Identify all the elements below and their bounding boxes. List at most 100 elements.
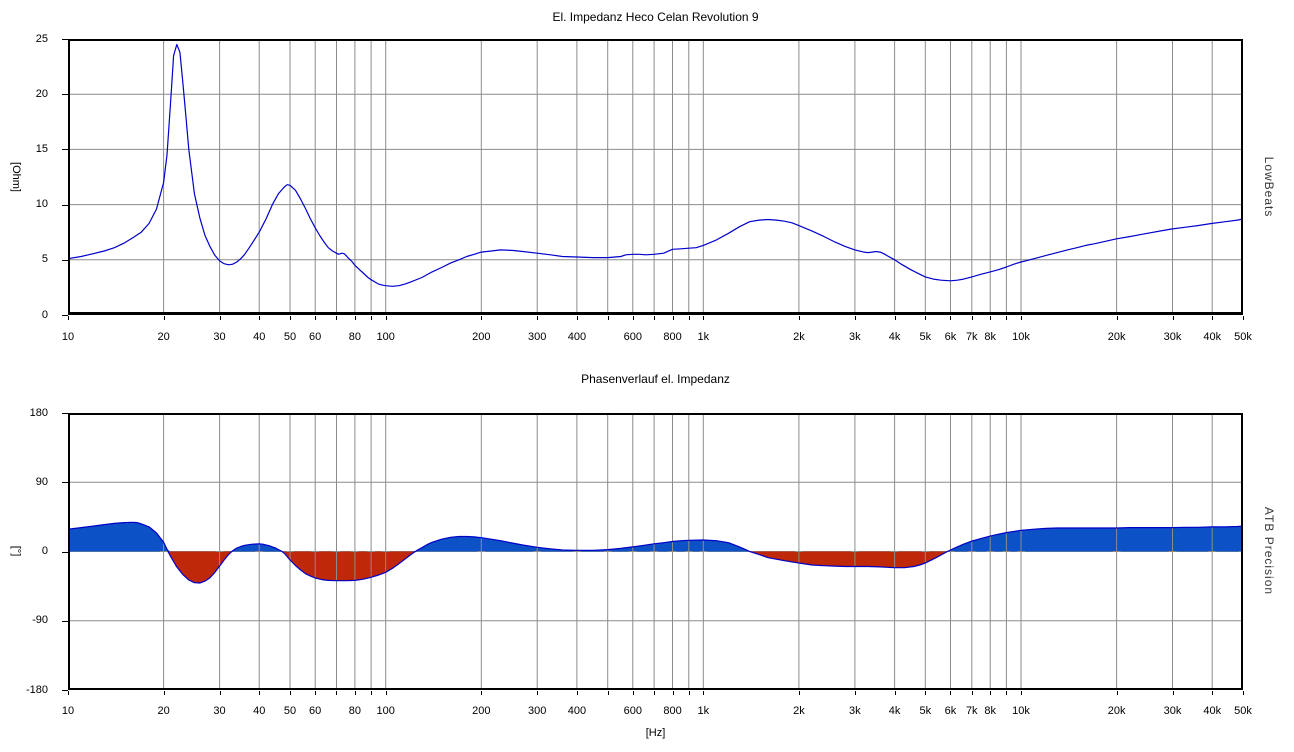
x-tick-mark: [371, 691, 373, 695]
x-tick-label: 8k: [984, 331, 996, 343]
x-tick-label: 3k: [849, 705, 861, 717]
x-tick-label: 5k: [919, 331, 932, 343]
x-tick-label: 2k: [793, 705, 805, 717]
x-axis-label-hz: [Hz]: [645, 727, 666, 739]
x-tick-label: 400: [567, 331, 587, 343]
x-tick-label: 40k: [1203, 331, 1222, 343]
x-tick-mark: [1212, 691, 1214, 695]
x-tick-label: 20k: [1107, 331, 1126, 343]
x-tick-label: 6k: [944, 331, 957, 343]
x-tick-mark: [336, 691, 338, 695]
x-tick-mark: [481, 316, 483, 320]
x-tick-label: 1k: [697, 331, 710, 343]
x-tick-mark: [1006, 316, 1008, 320]
x-tick-label: 40: [253, 705, 266, 717]
impedance-curve-svg: [68, 39, 1243, 315]
x-tick-mark: [854, 316, 856, 320]
x-tick-label: 50k: [1234, 331, 1252, 343]
x-tick-label: 3k: [849, 331, 861, 343]
y-tick-mark: [62, 39, 68, 40]
x-tick-mark: [854, 691, 856, 695]
x-tick-mark: [537, 316, 539, 320]
y-tick-mark: [62, 259, 68, 261]
x-tick-label: 2k: [793, 331, 805, 343]
x-tick-label: 100: [376, 331, 395, 343]
x-tick-label: 600: [623, 331, 643, 343]
x-tick-label: 1k: [697, 705, 710, 717]
x-tick-label: 10: [61, 331, 75, 343]
x-tick-mark: [290, 691, 292, 695]
y-tick-label: 180: [29, 406, 48, 419]
x-tick-mark: [971, 691, 973, 695]
x-tick-label: 40: [253, 331, 266, 343]
x-tick-mark: [607, 316, 609, 320]
y-tick-label: 15: [35, 142, 48, 155]
y-tick-label: 5: [41, 253, 48, 266]
y-tick-mark: [62, 620, 68, 622]
y-tick-mark: [62, 413, 68, 414]
y-axis-label-degrees: [°]: [10, 545, 22, 557]
impedance-chart-title: El. Impedanz Heco Celan Revolution 9: [552, 10, 759, 24]
x-tick-mark: [1116, 316, 1118, 320]
x-tick-label: 800: [663, 705, 682, 717]
x-tick-mark: [672, 691, 674, 695]
x-tick-mark: [259, 691, 261, 695]
phase-chart-title: Phasenverlauf el. Impedanz: [581, 372, 730, 386]
x-tick-mark: [315, 691, 317, 695]
x-tick-mark: [950, 316, 952, 320]
x-tick-mark: [894, 691, 896, 695]
y-axis-label-ohm: [Ohm]: [10, 162, 22, 192]
x-tick-label: 7k: [965, 705, 978, 717]
x-tick-mark: [1243, 316, 1244, 320]
x-tick-mark: [219, 316, 221, 320]
y-tick-label: 25: [35, 32, 48, 45]
x-tick-label: 50: [283, 331, 297, 343]
x-tick-label: 60: [309, 705, 322, 717]
x-tick-mark: [371, 316, 373, 320]
x-tick-mark: [798, 316, 800, 320]
y-tick-mark: [62, 551, 68, 553]
x-tick-label: 30: [213, 331, 226, 343]
x-tick-label: 200: [472, 331, 491, 343]
y-tick-mark: [62, 315, 68, 316]
x-tick-label: 100: [376, 705, 395, 717]
y-tick-label: 0: [41, 308, 48, 321]
x-tick-label: 40k: [1203, 705, 1222, 717]
x-tick-mark: [672, 316, 674, 320]
x-tick-label: 600: [623, 705, 643, 717]
x-tick-label: 30k: [1163, 705, 1182, 717]
x-tick-mark: [537, 691, 539, 695]
x-tick-mark: [688, 691, 690, 695]
x-tick-mark: [925, 316, 927, 320]
x-tick-mark: [163, 316, 165, 320]
x-tick-mark: [654, 691, 656, 695]
y-tick-label: 20: [35, 87, 48, 100]
y-tick-mark: [62, 149, 68, 151]
x-tick-label: 10k: [1012, 705, 1030, 717]
x-tick-mark: [950, 691, 952, 695]
x-tick-mark: [1020, 316, 1022, 320]
x-tick-mark: [481, 691, 483, 695]
y-tick-label: 0: [41, 545, 48, 557]
x-tick-mark: [1172, 316, 1174, 320]
x-tick-label: 300: [528, 331, 547, 343]
x-tick-label: 20: [157, 705, 170, 717]
phase-curve-svg: [68, 413, 1243, 690]
y-tick-label: 10: [35, 198, 48, 211]
x-tick-label: 6k: [944, 705, 957, 717]
x-tick-label: 5k: [919, 705, 932, 717]
x-tick-label: 10: [61, 705, 75, 717]
lowbeats-watermark: LowBeats: [1262, 156, 1276, 218]
y-tick-label: -180: [25, 683, 48, 696]
x-tick-mark: [1116, 691, 1118, 695]
x-tick-label: 300: [528, 705, 547, 717]
x-tick-mark: [290, 316, 292, 320]
x-tick-mark: [632, 316, 634, 320]
x-tick-mark: [68, 691, 69, 695]
x-tick-mark: [336, 316, 338, 320]
x-tick-mark: [354, 316, 356, 320]
x-tick-mark: [894, 316, 896, 320]
x-tick-mark: [385, 316, 387, 320]
x-tick-mark: [1006, 691, 1008, 695]
